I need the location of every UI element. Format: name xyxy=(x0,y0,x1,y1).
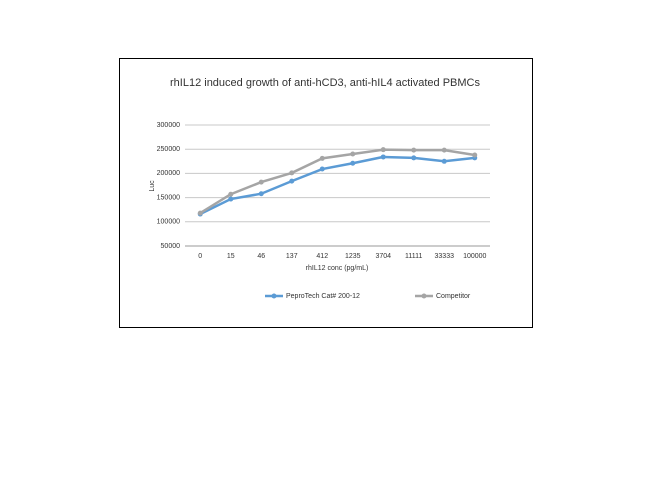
x-tick-label: 1235 xyxy=(345,253,361,260)
data-point xyxy=(441,158,447,164)
legend-label: PeproTech Cat# 200-12 xyxy=(286,293,360,300)
y-tick-label: 200000 xyxy=(157,170,180,177)
x-tick-label: 0 xyxy=(198,253,202,260)
data-point xyxy=(258,191,264,197)
y-tick-label: 50000 xyxy=(161,243,181,250)
y-tick-label: 150000 xyxy=(157,194,180,201)
data-point xyxy=(228,191,234,197)
y-axis-label: Luc xyxy=(149,180,156,192)
x-tick-label: 46 xyxy=(257,253,265,260)
x-tick-label: 33333 xyxy=(435,253,455,260)
data-point xyxy=(411,147,417,153)
data-point xyxy=(441,147,447,153)
y-tick-label: 100000 xyxy=(157,219,180,226)
data-point xyxy=(228,196,234,202)
series-line xyxy=(199,155,475,216)
data-point xyxy=(380,154,386,160)
data-point xyxy=(350,160,356,166)
x-tick-label: 15 xyxy=(227,253,235,260)
x-tick-label: 11111 xyxy=(405,253,422,260)
data-point xyxy=(380,147,386,153)
data-point xyxy=(289,178,295,184)
x-tick-label: 137 xyxy=(286,253,298,260)
data-point xyxy=(411,155,417,161)
y-tick-label: 250000 xyxy=(157,146,180,153)
legend-marker xyxy=(421,293,427,299)
data-point xyxy=(319,166,325,172)
x-tick-label: 3704 xyxy=(375,253,391,260)
chart-title: rhIL12 induced growth of anti-hCD3, anti… xyxy=(170,77,480,89)
legend-marker xyxy=(271,293,277,299)
data-point xyxy=(319,155,325,161)
chart-frame xyxy=(119,58,533,328)
x-axis-label: rhIL12 conc (pg/mL) xyxy=(306,265,369,272)
data-point xyxy=(289,170,295,176)
y-tick-label: 300000 xyxy=(157,122,180,129)
data-point xyxy=(472,152,478,158)
data-point xyxy=(258,179,264,185)
data-point xyxy=(197,210,203,216)
data-point xyxy=(350,151,356,157)
x-tick-label: 412 xyxy=(316,253,328,260)
x-tick-label: 100000 xyxy=(463,253,486,260)
series-line xyxy=(199,148,475,215)
legend-label: Competitor xyxy=(436,293,471,300)
